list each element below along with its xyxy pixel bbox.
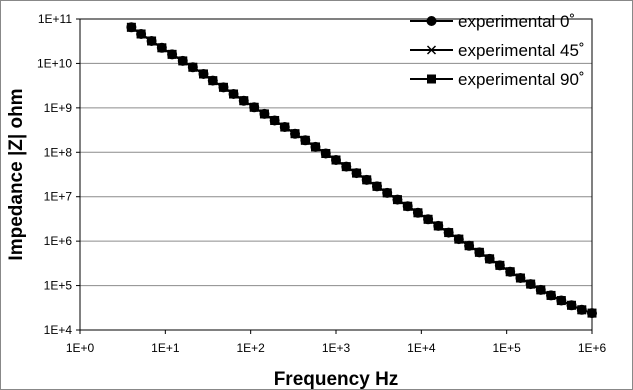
data-point-circle	[505, 266, 516, 277]
data-point-circle	[382, 187, 393, 198]
data-point-circle	[300, 135, 311, 146]
data-point-circle	[433, 220, 444, 231]
data-point-circle	[207, 75, 218, 86]
y-tick-label: 1E+5	[44, 279, 73, 293]
data-point-circle	[187, 62, 198, 73]
data-point-circle	[249, 102, 260, 113]
x-tick-label: 1E+5	[492, 341, 521, 355]
y-tick-label: 1E+8	[44, 145, 73, 159]
y-tick-label: 1E+11	[38, 12, 72, 26]
y-tick-label: 1E+9	[44, 101, 73, 115]
data-point-square	[427, 74, 436, 84]
y-tick-label: 1E+4	[44, 323, 73, 337]
data-point-circle	[535, 284, 546, 295]
legend-label: experimental 90˚	[458, 70, 585, 89]
y-tick-label: 1E+10	[37, 56, 72, 70]
data-point-circle	[576, 304, 587, 315]
data-point-circle	[484, 253, 495, 264]
x-tick-label: 1E+0	[66, 341, 95, 355]
data-point-circle	[290, 128, 301, 139]
data-point-circle	[412, 207, 423, 218]
data-point-circle	[126, 22, 137, 33]
data-point-circle	[402, 201, 413, 212]
x-axis-ticks: 1E+0 1E+1 1E+2 1E+3 1E+4 1E+5 1E+6	[66, 330, 607, 355]
series-line	[130, 26, 593, 315]
data-point-circle	[494, 260, 505, 271]
data-point-circle	[371, 181, 382, 192]
data-point-circle	[361, 174, 372, 185]
x-tick-label: 1E+6	[578, 341, 607, 355]
data-point-circle	[136, 28, 147, 39]
y-tick-label: 1E+6	[44, 234, 73, 248]
x-axis-title: Frequency Hz	[274, 369, 399, 390]
data-point-circle	[310, 141, 321, 152]
data-point-circle	[320, 148, 331, 159]
x-tick-label: 1E+3	[322, 341, 351, 355]
data-point-circle	[426, 16, 437, 26]
data-point-circle	[443, 227, 454, 238]
data-point-circle	[546, 290, 557, 301]
data-point-circle	[218, 82, 229, 93]
data-point-circle	[331, 155, 341, 166]
data-point-circle	[228, 89, 239, 100]
y-axis-ticks: 1E+4 1E+5 1E+6 1E+7 1E+8 1E+9 1E+10 1E+11	[37, 12, 80, 337]
data-point-circle	[177, 55, 188, 66]
x-tick-label: 1E+4	[407, 341, 436, 355]
data-point-circle	[259, 108, 270, 119]
legend: experimental 0˚ experimental 45˚ experimen…	[410, 12, 585, 89]
data-point-circle	[269, 115, 280, 126]
series-layer	[126, 22, 597, 319]
data-point-circle	[156, 42, 167, 53]
data-point-circle	[423, 214, 434, 225]
data-point-circle	[238, 95, 249, 106]
data-point-circle	[525, 279, 536, 290]
data-point-circle	[146, 35, 157, 46]
data-point-circle	[351, 168, 362, 179]
data-point-circle	[279, 122, 290, 133]
data-point-x	[426, 45, 437, 55]
data-point-circle	[341, 161, 352, 172]
y-axis-title: Impedance |Z| ohm	[6, 88, 27, 260]
data-point-circle	[167, 49, 178, 60]
legend-item: experimental 90˚	[410, 70, 585, 89]
legend-label: experimental 0˚	[458, 12, 575, 31]
data-point-circle	[198, 68, 209, 79]
y-tick-label: 1E+7	[44, 190, 73, 204]
data-point-circle	[515, 273, 526, 284]
data-point-circle	[392, 194, 403, 205]
data-point-circle	[453, 234, 464, 245]
legend-item: experimental 45˚	[410, 41, 585, 60]
x-tick-label: 1E+2	[236, 341, 265, 355]
data-point-circle	[464, 240, 475, 251]
gridlines	[80, 62, 592, 287]
legend-item: experimental 0˚	[410, 12, 575, 31]
legend-label: experimental 45˚	[458, 41, 585, 60]
data-point-circle	[474, 247, 485, 258]
data-point-circle	[587, 308, 597, 319]
x-tick-label: 1E+1	[151, 341, 180, 355]
data-point-circle	[566, 300, 577, 311]
series-circle	[126, 22, 597, 319]
data-point-circle	[556, 295, 567, 306]
